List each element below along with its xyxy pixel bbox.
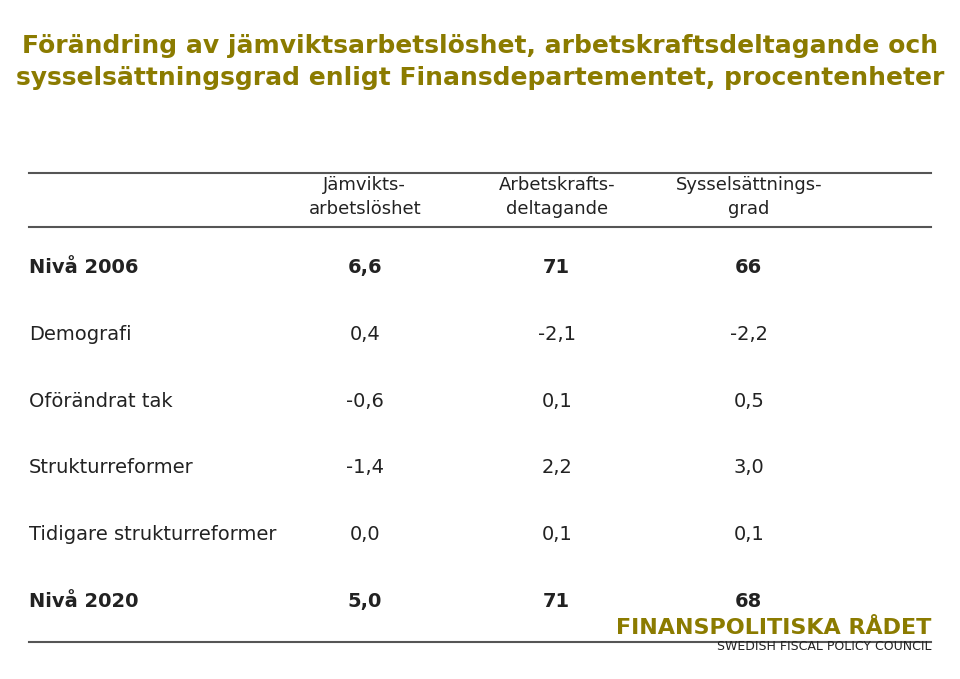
Text: 6,6: 6,6 xyxy=(348,258,382,277)
Text: -2,2: -2,2 xyxy=(730,325,768,344)
Text: SWEDISH FISCAL POLICY COUNCIL: SWEDISH FISCAL POLICY COUNCIL xyxy=(717,640,931,653)
Text: 5,0: 5,0 xyxy=(348,592,382,611)
Text: 2,2: 2,2 xyxy=(541,458,572,477)
Text: Demografi: Demografi xyxy=(29,325,132,344)
Text: FINANSPOLITISKA RÅDET: FINANSPOLITISKA RÅDET xyxy=(615,619,931,638)
Text: -0,6: -0,6 xyxy=(346,392,384,411)
Text: 71: 71 xyxy=(543,258,570,277)
Text: Nivå 2020: Nivå 2020 xyxy=(29,592,138,611)
Text: 0,1: 0,1 xyxy=(541,392,572,411)
Text: 3,0: 3,0 xyxy=(733,458,764,477)
Text: Jämvikts-
arbetslöshet: Jämvikts- arbetslöshet xyxy=(308,176,421,218)
Text: Strukturreformer: Strukturreformer xyxy=(29,458,194,477)
Text: Oförändrat tak: Oförändrat tak xyxy=(29,392,173,411)
Text: 0,1: 0,1 xyxy=(541,526,572,544)
Text: -1,4: -1,4 xyxy=(346,458,384,477)
Text: Sysselsättnings-
grad: Sysselsättnings- grad xyxy=(676,176,822,218)
Text: -2,1: -2,1 xyxy=(538,325,576,344)
Text: 0,0: 0,0 xyxy=(349,526,380,544)
Text: Nivå 2006: Nivå 2006 xyxy=(29,258,138,277)
Text: 0,1: 0,1 xyxy=(733,526,764,544)
Text: 71: 71 xyxy=(543,592,570,611)
Text: 68: 68 xyxy=(735,592,762,611)
Text: Arbetskrafts-
deltagande: Arbetskrafts- deltagande xyxy=(498,176,615,218)
Text: 66: 66 xyxy=(735,258,762,277)
Text: Förändring av jämviktsarbetslöshet, arbetskraftsdeltagande och
sysselsättningsgr: Förändring av jämviktsarbetslöshet, arbe… xyxy=(15,34,945,90)
Text: Tidigare strukturreformer: Tidigare strukturreformer xyxy=(29,526,276,544)
Text: 0,4: 0,4 xyxy=(349,325,380,344)
Text: 0,5: 0,5 xyxy=(733,392,764,411)
